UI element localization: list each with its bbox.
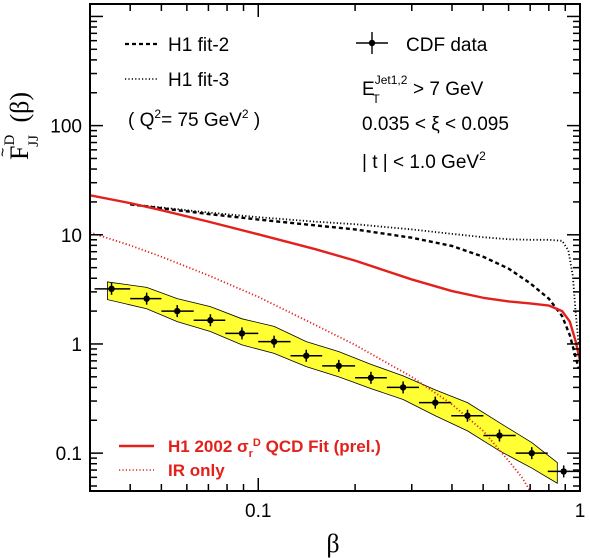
data-point (355, 371, 387, 384)
plot-area (90, 194, 580, 491)
data-point (322, 359, 356, 372)
series-line-h1-2002-rd-qcd-fit-prel (90, 194, 580, 362)
data-point (451, 409, 484, 422)
data-point (130, 292, 162, 305)
legend-label-h1-fit-2: H1 fit-2 (168, 35, 229, 56)
data-point (386, 381, 420, 394)
legend-top-left: H1 fit-2 H1 fit-3 ( Q2= 75 GeV2 ) (125, 35, 260, 131)
y-axis-tilde: ~ (0, 148, 12, 157)
series-line-h1-fit-3 (130, 203, 580, 345)
data-point-marker (560, 468, 567, 475)
data-point-marker (270, 338, 278, 345)
data-point-marker (432, 399, 439, 406)
data-point-marker (464, 412, 471, 419)
data-point-marker (496, 432, 503, 439)
data-point (419, 396, 452, 409)
legend-bottom: H1 2002 σrD QCD Fit (prel.) IR only (119, 437, 381, 480)
data-point (225, 327, 259, 340)
legend-label-h1-2002: H1 2002 σrD QCD Fit (prel.) (168, 437, 381, 460)
data-point-marker (207, 317, 214, 324)
data-point-marker (399, 384, 407, 391)
data-point (547, 465, 580, 478)
legend-top-right: CDF data EJet1,2 T > 7 GeV 0.035 < ξ < 0.… (356, 32, 509, 173)
data-point (290, 349, 323, 362)
x-tick-label: 1 (575, 501, 586, 522)
x-tick-label: 0.1 (245, 501, 271, 522)
data-point-marker (143, 295, 150, 302)
legend-xi-cut: 0.035 < ξ < 0.095 (362, 114, 509, 135)
x-axis-title: β (326, 529, 339, 558)
legend-label-h1-fit-3: H1 fit-3 (168, 70, 229, 91)
data-point-marker (238, 330, 246, 337)
data-point (515, 447, 548, 460)
legend-q2-label: ( Q2= 75 GeV2 ) (128, 107, 260, 131)
data-point (258, 335, 291, 348)
series-line-h1-fit-2 (130, 203, 580, 369)
y-tick-label: 10 (61, 226, 82, 247)
legend-et-cut: EJet1,2 T > 7 GeV (362, 73, 484, 106)
series-line-ir-only (90, 231, 531, 491)
data-point-marker (174, 307, 181, 315)
y-tick-label: 100 (50, 117, 82, 138)
plot-frame (89, 3, 581, 492)
axis-ticks (89, 4, 581, 491)
series-band-cdf-uncertainty-band (107, 281, 558, 484)
y-tick-label: 0.1 (56, 444, 82, 465)
data-point-marker (335, 362, 343, 370)
y-axis-title-text: FD JJ (β) (2, 92, 42, 160)
data-point-marker (528, 449, 535, 457)
data-point-marker (367, 374, 375, 381)
legend-t-cut: | t | < 1.0 GeV2 (362, 149, 486, 173)
legend-label-ir-only: IR only (168, 461, 225, 480)
axis-tick-labels: 0.1 1 0.1 1 10 100 (50, 117, 585, 522)
data-point (94, 282, 131, 295)
legend-label-cdf-data: CDF data (406, 35, 488, 56)
data-point (161, 305, 194, 318)
data-point-marker (303, 352, 310, 359)
data-point (193, 314, 226, 327)
data-point (483, 429, 516, 442)
legend-swatch-cdf-marker (368, 39, 376, 47)
data-point-marker (108, 285, 115, 293)
y-tick-label: 1 (71, 335, 82, 356)
